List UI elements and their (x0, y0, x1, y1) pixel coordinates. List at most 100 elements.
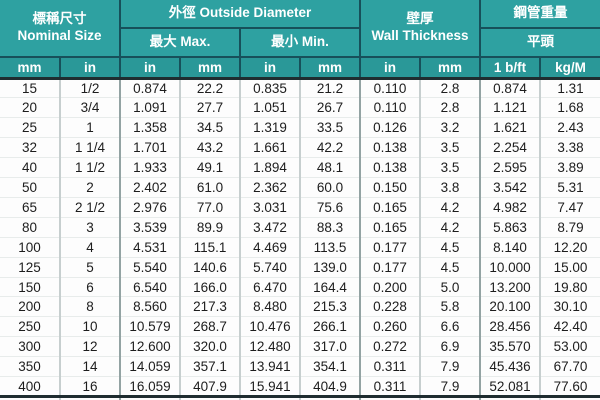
table-cell: 4.982 (479, 197, 541, 218)
table-cell: 0.110 (359, 78, 421, 99)
table-cell: 0.835 (239, 78, 300, 99)
table-cell: 20 (0, 97, 60, 119)
table-cell: 60.0 (298, 177, 361, 198)
table-cell: 0.874 (479, 78, 541, 99)
table-cell: 1.68 (539, 97, 600, 119)
table-cell: 3.8 (419, 177, 481, 198)
table-cell: 1.661 (239, 137, 300, 159)
table-cell: 14.059 (119, 356, 180, 378)
table-cell: 6.540 (119, 277, 180, 298)
table-cell: 3.472 (239, 217, 300, 238)
table-cell: 268.7 (179, 316, 240, 338)
table-cell: 45.436 (479, 356, 541, 378)
table-cell: 8.560 (119, 296, 180, 318)
table-cell: 89.9 (179, 217, 240, 238)
table-row: 50 2 2.402 61.0 2.362 60.0 0.150 3.8 3.542 5.31 (0, 177, 600, 198)
table-cell: 0.200 (359, 277, 421, 298)
table-cell: 22.2 (179, 78, 240, 99)
table-cell: 12 (59, 336, 120, 358)
header-wall-thickness-zh: 壁厚 (406, 11, 434, 27)
table-cell: 49.1 (179, 157, 240, 179)
table-cell: 50 (0, 177, 60, 198)
table-cell: 21.2 (298, 78, 361, 99)
table-cell: 320.0 (179, 336, 240, 358)
header-max: 最大 Max. (119, 27, 241, 58)
table-cell: 48.1 (298, 157, 361, 179)
table-cell: 43.2 (179, 137, 240, 159)
table-cell: 20.100 (479, 296, 541, 318)
table-cell: 5 (59, 257, 120, 278)
table-cell: 42.2 (298, 137, 361, 159)
table-row: 350 14 14.059 357.1 13.941 354.1 0.311 7.9 45.43… (0, 356, 600, 378)
header-nominal-size-zh: 標稱尺寸 (32, 11, 87, 27)
table-cell: 0.874 (119, 78, 180, 99)
unit-cell: mm (0, 56, 60, 80)
table-cell: 1.31 (539, 78, 600, 99)
table-cell: 4.2 (419, 197, 481, 218)
table-cell: 25 (0, 117, 60, 139)
header-sub-row: 最大 Max. 最小 Min. 平頭 (0, 27, 600, 58)
header-plain-end: 平頭 (479, 27, 600, 58)
table-cell: 8.140 (479, 237, 541, 258)
table-row: 300 12 12.600 320.0 12.480 317.0 0.272 6.9 35.57… (0, 336, 600, 358)
table-cell: 6.9 (419, 336, 481, 358)
table-cell: 1.358 (119, 117, 180, 139)
table-cell: 8 (59, 296, 120, 318)
table-cell: 215.3 (298, 296, 361, 318)
table-cell: 140.6 (179, 257, 240, 278)
table-cell: 67.70 (539, 356, 600, 378)
unit-cell: 1 b/ft (479, 56, 541, 80)
table-cell: 0.177 (359, 257, 421, 278)
bottom-filler-row (0, 395, 600, 400)
table-cell: 26.7 (298, 97, 361, 119)
table-cell: 6 (59, 277, 120, 298)
table-cell: 0.260 (359, 316, 421, 338)
table-cell: 1 1/2 (59, 157, 120, 179)
table-cell: 1 (59, 117, 120, 139)
table-cell: 10.579 (119, 316, 180, 338)
table-row: 400 16 16.059 407.9 15.941 404.9 0.311 7.9 52.08… (0, 376, 600, 397)
table-cell: 1.051 (239, 97, 300, 119)
table-cell: 3.38 (539, 137, 600, 159)
table-cell: 13.941 (239, 356, 300, 378)
table-cell: 8.480 (239, 296, 300, 318)
header-wall-thickness: 壁厚 Wall Thickness (359, 0, 482, 58)
table-cell: 3.5 (419, 137, 481, 159)
table-row: 200 8 8.560 217.3 8.480 215.3 0.228 5.8 20.100 30… (0, 296, 600, 318)
header-outside-diameter: 外徑 Outside Diameter (118, 0, 362, 29)
unit-cell: in (239, 56, 300, 80)
table-cell: 0.165 (359, 197, 421, 218)
table-cell: 14 (59, 356, 120, 378)
table-cell: 166.0 (179, 277, 240, 298)
table-cell: 115.1 (179, 237, 240, 258)
table-cell: 1/2 (59, 78, 120, 99)
table-cell: 28.456 (479, 316, 541, 338)
table-row: 40 1 1/2 1.933 49.1 1.894 48.1 0.138 3.5 2.595 3.… (0, 157, 600, 179)
table-cell: 19.80 (539, 277, 600, 298)
table-cell: 12.600 (119, 336, 180, 358)
table-cell: 15.941 (239, 376, 300, 397)
table-body: 15 1/2 0.874 22.2 0.835 21.2 0.110 2.8 0.874 1.31… (0, 78, 600, 397)
table-cell: 2.8 (419, 78, 481, 99)
table-cell: 13.200 (479, 277, 541, 298)
table-cell: 7.47 (539, 197, 600, 218)
table-cell: 1.319 (239, 117, 300, 139)
table-cell: 404.9 (298, 376, 361, 397)
table-cell: 1.121 (479, 97, 541, 119)
table-cell: 5.8 (419, 296, 481, 318)
table-cell: 40 (0, 157, 60, 179)
table-cell: 139.0 (298, 257, 361, 278)
table-cell: 88.3 (298, 217, 361, 238)
table-cell: 4.5 (419, 257, 481, 278)
table-cell: 266.1 (298, 316, 361, 338)
table-row: 65 2 1/2 2.976 77.0 3.031 75.6 0.165 4.2 4.982 7.… (0, 197, 600, 218)
table-cell: 42.40 (539, 316, 600, 338)
table-header: 標稱尺寸 Nominal Size 外徑 Outside Diameter 壁厚… (0, 0, 600, 80)
table-cell: 3.89 (539, 157, 600, 179)
table-cell: 2.402 (119, 177, 180, 198)
table-cell: 0.311 (359, 376, 421, 397)
table-cell: 27.7 (179, 97, 240, 119)
header-nominal-size-en: Nominal Size (17, 28, 102, 43)
table-cell: 1.091 (119, 97, 180, 119)
